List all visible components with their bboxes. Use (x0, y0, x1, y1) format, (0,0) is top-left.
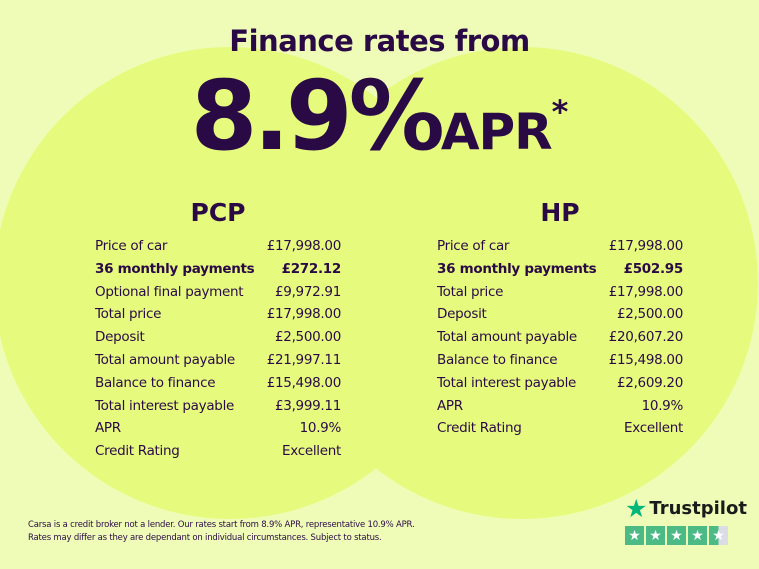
rating-star-icon: ★ (646, 526, 665, 545)
row-value: £9,972.91 (274, 283, 341, 300)
rate-value: 8.9% (190, 60, 445, 172)
table-row: Credit Rating Excellent (437, 420, 683, 443)
row-value: £17,998.00 (266, 238, 342, 254)
row-label: Price of car (437, 238, 510, 254)
trustpilot-badge: ★ Trustpilot ★ ★ ★ ★ ★ (625, 494, 747, 545)
trustpilot-rating: ★ ★ ★ ★ ★ (625, 526, 747, 545)
table-row: Balance to finance £15,498.00 (95, 375, 341, 398)
rating-star-icon: ★ (667, 526, 686, 545)
table-row: APR 10.9% (437, 398, 683, 421)
row-value: £502.95 (623, 260, 684, 277)
apr-label: APR (440, 103, 553, 161)
table-row: Price of car £17,998.00 (437, 238, 683, 261)
table-row: 36 monthly payments £502.95 (437, 261, 683, 284)
row-label: Optional final payment (95, 283, 244, 300)
row-label: 36 monthly payments (437, 260, 597, 277)
row-value: 10.9% (641, 397, 684, 414)
row-label: Total amount payable (95, 351, 235, 368)
row-label: APR (437, 397, 463, 414)
disclaimer-line-1: Carsa is a credit broker not a lender. O… (28, 520, 415, 530)
headline: Finance rates from (229, 24, 530, 58)
row-label: Total amount payable (437, 329, 577, 346)
row-value: £2,609.20 (616, 374, 683, 391)
row-value: £2,500.00 (274, 329, 341, 346)
table-row: Total interest payable £3,999.11 (95, 398, 341, 421)
disclaimer-line-2: Rates may differ as they are dependant o… (28, 533, 382, 543)
pcp-heading: PCP (190, 198, 246, 227)
hp-table: HP Price of car £17,998.00 36 monthly paym… (437, 198, 683, 443)
row-value: 10.9% (299, 420, 342, 437)
row-value: £17,998.00 (608, 238, 684, 254)
row-label: Total price (437, 283, 504, 300)
trustpilot-name: Trustpilot (649, 498, 747, 519)
row-label: Balance to finance (95, 374, 216, 391)
pcp-rows: Price of car £17,998.00 36 monthly payment… (95, 238, 341, 466)
table-row: Deposit £2,500.00 (95, 329, 341, 352)
pcp-table: PCP Price of car £17,998.00 36 monthly pay… (95, 198, 341, 466)
rating-star-icon: ★ (688, 526, 707, 545)
table-row: Optional final payment £9,972.91 (95, 284, 341, 307)
rating-star-icon: ★ (625, 526, 644, 545)
row-value: Excellent (282, 443, 341, 460)
row-label: Total price (95, 306, 162, 323)
row-value: £15,498.00 (266, 374, 342, 391)
table-row: Credit Rating Excellent (95, 443, 341, 466)
row-value: £3,999.11 (274, 397, 341, 414)
table-row: Total amount payable £21,997.11 (95, 352, 341, 375)
row-label: 36 monthly payments (95, 260, 255, 277)
hp-heading: HP (540, 198, 580, 227)
table-row: Price of car £17,998.00 (95, 238, 341, 261)
row-label: Total interest payable (437, 374, 577, 391)
row-label: Credit Rating (437, 420, 522, 437)
row-label: Price of car (95, 238, 168, 254)
row-label: Balance to finance (437, 351, 558, 368)
rating-star-icon: ★ (709, 526, 728, 545)
row-value: £17,998.00 (608, 283, 684, 300)
row-label: Total interest payable (95, 397, 235, 414)
table-row: Total price £17,998.00 (95, 306, 341, 329)
row-value: £15,498.00 (608, 351, 684, 368)
table-row: Deposit £2,500.00 (437, 306, 683, 329)
table-row: Balance to finance £15,498.00 (437, 352, 683, 375)
row-value: £17,998.00 (266, 306, 342, 323)
disclaimer: Carsa is a credit broker not a lender. O… (28, 519, 415, 545)
row-value: £20,607.20 (608, 329, 684, 346)
row-label: Deposit (95, 329, 145, 346)
row-value: £21,997.11 (266, 351, 342, 368)
table-row: Total amount payable £20,607.20 (437, 329, 683, 352)
table-row: Total price £17,998.00 (437, 284, 683, 307)
asterisk: * (551, 93, 569, 131)
row-label: APR (95, 420, 121, 437)
row-value: £2,500.00 (616, 306, 683, 323)
rate-display: 8.9%APR* (0, 60, 759, 172)
hp-rows: Price of car £17,998.00 36 monthly payment… (437, 238, 683, 443)
row-label: Deposit (437, 306, 487, 323)
row-label: Credit Rating (95, 443, 180, 460)
background-circle-right (286, 47, 758, 519)
table-row: APR 10.9% (95, 420, 341, 443)
trustpilot-star-icon: ★ (625, 494, 648, 523)
row-value: £272.12 (281, 260, 342, 277)
table-row: Total interest payable £2,609.20 (437, 375, 683, 398)
table-row: 36 monthly payments £272.12 (95, 261, 341, 284)
row-value: Excellent (624, 420, 683, 437)
